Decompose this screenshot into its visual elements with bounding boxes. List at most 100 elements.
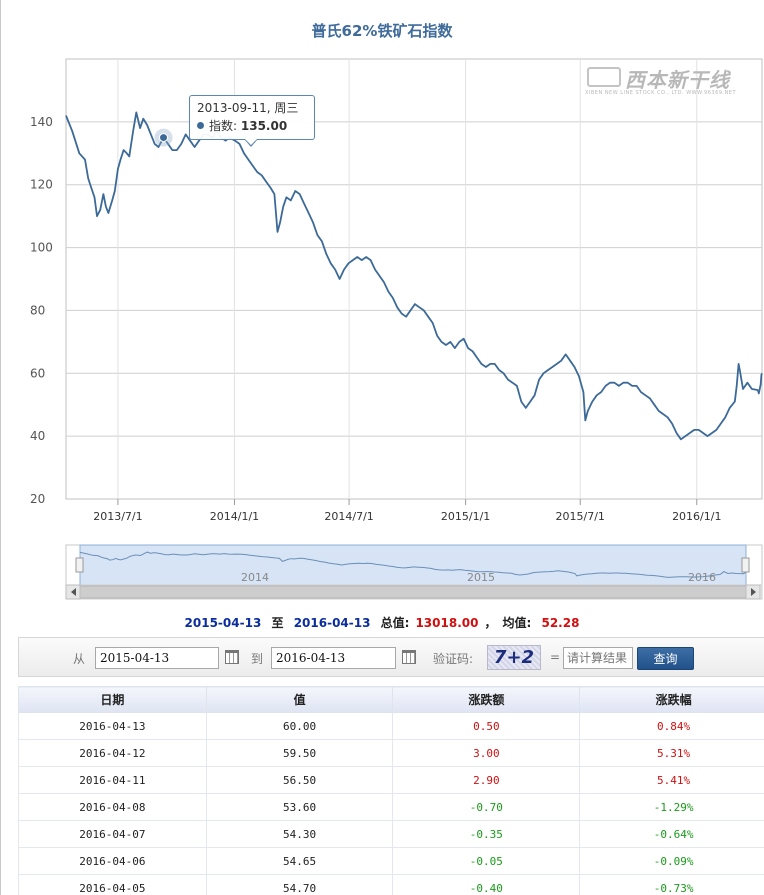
table-header-row: 日期 值 涨跌额 涨跌幅 — [18, 686, 764, 713]
from-label: 从 — [73, 652, 86, 666]
summary-start-date: 2015-04-13 — [184, 616, 262, 630]
vertical-gridlines — [117, 59, 698, 505]
header-pct: 涨跌幅 — [579, 686, 764, 713]
cell-change: -0.05 — [392, 847, 581, 875]
cell-date: 2016-04-07 — [18, 820, 207, 848]
summary-avg-label: 均值: — [502, 616, 532, 630]
end-date-input[interactable] — [271, 647, 396, 669]
navigator-left-handle[interactable] — [75, 557, 84, 573]
y-tick-label: 60 — [30, 366, 45, 380]
chart-title: 普氏62%铁矿石指数 — [311, 22, 453, 40]
cell-change: 0.50 — [392, 712, 581, 740]
cell-pct: -0.73% — [579, 874, 764, 895]
y-tick-label: 80 — [30, 303, 45, 317]
table-row: 2016-04-11 56.50 2.90 5.41% — [18, 766, 764, 794]
query-button[interactable]: 查询 — [637, 647, 694, 670]
cell-value: 53.60 — [205, 793, 394, 821]
plot-area — [65, 58, 763, 500]
table-body: 2016-04-13 60.00 0.50 0.84% 2016-04-12 59.50 3… — [18, 712, 764, 895]
y-tick-label: 20 — [30, 492, 45, 506]
chart-tooltip: 2013-09-11, 周三 指数: 135.00 — [189, 95, 315, 140]
cell-value: 54.65 — [205, 847, 394, 875]
navigator-year-label: 2016 — [688, 571, 716, 584]
scrollbar-thumb[interactable] — [79, 585, 747, 599]
data-table: 日期 值 涨跌额 涨跌幅 2016-04-13 60.00 0.50 0.84% 201… — [18, 686, 764, 895]
site-logo: 西本新干线 XIBEN NEW LINE STOCK CO., LTD. WWW… — [585, 64, 750, 102]
cell-date: 2016-04-06 — [18, 847, 207, 875]
y-tick-label: 140 — [30, 115, 53, 129]
x-tick-label: 2015/1/1 — [441, 510, 490, 523]
summary-separator: ， — [484, 616, 497, 630]
x-tick-label: 2014/1/1 — [210, 510, 259, 523]
cell-value: 56.50 — [205, 766, 394, 794]
calendar-icon[interactable] — [225, 650, 239, 664]
summary-to: 至 — [271, 616, 284, 630]
cell-date: 2016-04-11 — [18, 766, 207, 794]
cell-pct: -1.29% — [579, 793, 764, 821]
table-row: 2016-04-08 53.60 -0.70 -1.29% — [18, 793, 764, 821]
cell-date: 2016-04-12 — [18, 739, 207, 767]
cell-date: 2016-04-05 — [18, 874, 207, 895]
table-row: 2016-04-05 54.70 -0.40 -0.73% — [18, 874, 764, 895]
navigator-year-label: 2015 — [467, 571, 495, 584]
cell-date: 2016-04-13 — [18, 712, 207, 740]
arrow-right-icon — [751, 588, 756, 596]
hover-point[interactable] — [159, 133, 169, 143]
series-dot-icon — [197, 122, 204, 129]
cell-value: 54.30 — [205, 820, 394, 848]
y-tick-label: 100 — [30, 241, 53, 255]
start-date-input[interactable] — [95, 647, 219, 669]
arrow-left-icon — [71, 588, 76, 596]
cell-pct: 5.41% — [579, 766, 764, 794]
summary-end-date: 2016-04-13 — [293, 616, 371, 630]
table-row: 2016-04-12 59.50 3.00 5.31% — [18, 739, 764, 767]
captcha-label: 验证码: — [433, 652, 474, 666]
captcha-image: 7+2 — [487, 645, 541, 670]
tooltip-label: 指数: — [209, 119, 238, 133]
table-row: 2016-04-07 54.30 -0.35 -0.64% — [18, 820, 764, 848]
navigator-year-label: 2014 — [241, 571, 269, 584]
to-label: 到 — [251, 652, 264, 666]
x-axis-labels: 2013/7/1 2014/1/1 2014/7/1 2015/1/1 2015/7/1… — [93, 510, 721, 523]
x-tick-label: 2015/7/1 — [556, 510, 605, 523]
y-tick-label: 120 — [30, 178, 53, 192]
x-tick-label: 2013/7/1 — [93, 510, 142, 523]
calendar-icon[interactable] — [402, 650, 416, 664]
cell-pct: -0.64% — [579, 820, 764, 848]
navigator-selection[interactable] — [79, 544, 747, 586]
summary-total: 13018.00 — [415, 616, 479, 630]
cell-change: 2.90 — [392, 766, 581, 794]
cell-change: -0.35 — [392, 820, 581, 848]
cell-value: 54.70 — [205, 874, 394, 895]
tooltip-pointer-inner — [245, 139, 257, 145]
tooltip-date: 2013-09-11, 周三 — [197, 101, 299, 115]
equals-label: = — [550, 650, 561, 664]
cell-pct: 0.84% — [579, 712, 764, 740]
summary-total-label: 总值: — [380, 616, 410, 630]
tooltip-value: 135.00 — [240, 119, 288, 133]
cell-change: -0.70 — [392, 793, 581, 821]
table-row: 2016-04-06 54.65 -0.05 -0.09% — [18, 847, 764, 875]
series-line — [65, 111, 763, 441]
cell-pct: -0.09% — [579, 847, 764, 875]
logo-text: 西本新干线 — [625, 68, 730, 92]
captcha-input[interactable] — [563, 647, 633, 669]
page-left-border — [0, 0, 1, 895]
query-bar: 从 到 验证码: 7+2 = 查询 — [18, 637, 764, 677]
logo-mark-icon — [587, 67, 621, 87]
tooltip-row: 指数: 135.00 — [197, 117, 307, 135]
header-change: 涨跌额 — [392, 686, 581, 713]
cell-change: 3.00 — [392, 739, 581, 767]
y-axis-labels: 20 40 60 80 100 120 140 — [30, 115, 53, 506]
range-summary: 2015-04-13 至 2016-04-13 总值: 13018.00，均值: … — [0, 614, 764, 631]
header-value: 值 — [205, 686, 394, 713]
cell-date: 2016-04-08 — [18, 793, 207, 821]
horizontal-gridlines — [66, 121, 762, 437]
logo-subtext: XIBEN NEW LINE STOCK CO., LTD. WWW.96369… — [585, 90, 736, 96]
cell-change: -0.40 — [392, 874, 581, 895]
price-line-chart[interactable]: 20 40 60 80 100 120 140 2013/7/1 2014/1/1 2014/7… — [0, 0, 764, 610]
x-tick-label: 2014/7/1 — [324, 510, 373, 523]
navigator-right-handle[interactable] — [741, 557, 750, 573]
y-tick-label: 40 — [30, 429, 45, 443]
table-row: 2016-04-13 60.00 0.50 0.84% — [18, 712, 764, 740]
